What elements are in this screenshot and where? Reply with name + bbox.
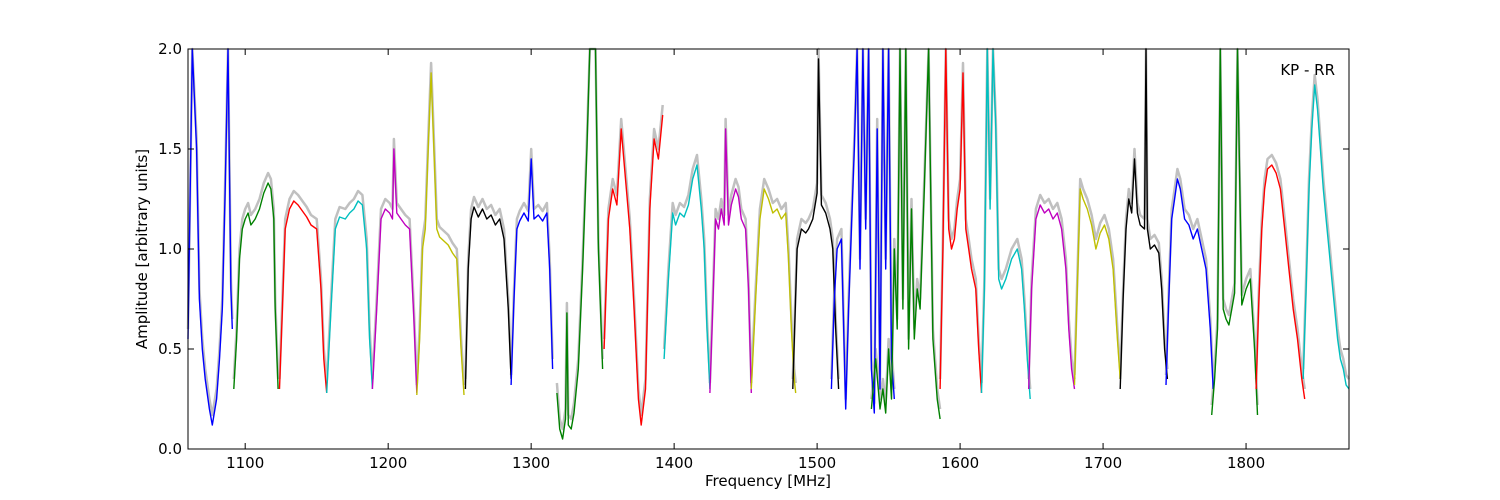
series-line-21 (1119, 48, 1169, 390)
y-axis-ticks: 0.0 0.5 1.0 1.5 2.0 (158, 40, 1349, 458)
x-tick-label: 1600 (941, 454, 979, 472)
series-line-7 (464, 206, 512, 390)
x-tick-label: 1800 (1227, 454, 1265, 472)
series-line-1 (187, 48, 233, 426)
series-layer (187, 48, 1350, 440)
series-line-4 (326, 200, 374, 394)
series-line-24 (1255, 164, 1306, 400)
series-line-25 (1302, 84, 1350, 390)
x-tick-label: 1700 (1084, 454, 1122, 472)
series-line-18 (980, 48, 1031, 400)
x-tick-label: 1500 (798, 454, 836, 472)
series-line-5 (371, 148, 418, 394)
x-tick-label: 1100 (226, 454, 264, 472)
series-line-15 (830, 48, 895, 414)
series-line-10 (603, 114, 664, 426)
background-trace-20 (1073, 177, 1122, 376)
series-line-13 (750, 188, 797, 394)
series-line-16 (870, 48, 941, 420)
series-line-20 (1073, 188, 1121, 386)
y-tick-label: 1.0 (158, 240, 182, 258)
series-line-3 (278, 200, 328, 394)
background-trace-3 (278, 189, 328, 384)
background-trace-8 (509, 147, 554, 376)
series-line-6 (416, 72, 465, 396)
y-tick-label: 0.5 (158, 340, 182, 358)
plot-background (188, 49, 1349, 449)
series-line-11 (663, 164, 711, 390)
background-trace-2 (232, 171, 280, 380)
x-tick-label: 1300 (512, 454, 550, 472)
background-trace-22 (1164, 167, 1215, 380)
plot-annotation: KP - RR (1280, 61, 1335, 79)
x-tick-label: 1400 (655, 454, 693, 472)
background-trace-5 (371, 137, 419, 384)
series-line-17 (939, 48, 983, 394)
series-line-2 (233, 182, 279, 390)
series-line-23 (1211, 48, 1259, 416)
series-line-8 (510, 158, 554, 386)
x-axis-ticks: 1100 1200 1300 1400 1500 1600 1700 1800 (226, 49, 1265, 472)
series-line-19 (1028, 204, 1076, 390)
x-tick-label: 1200 (369, 454, 407, 472)
series-line-22 (1165, 178, 1214, 390)
background-trace-7 (464, 195, 513, 380)
y-tick-label: 1.5 (158, 140, 182, 158)
x-axis-label: Frequency [MHz] (705, 472, 831, 490)
background-trace-11 (662, 153, 712, 380)
y-axis-label: Amplitude [arbitrary units] (133, 149, 151, 349)
series-line-12 (709, 128, 752, 394)
series-line-14 (792, 58, 840, 390)
y-tick-label: 0.0 (158, 440, 182, 458)
y-tick-label: 2.0 (158, 40, 182, 58)
